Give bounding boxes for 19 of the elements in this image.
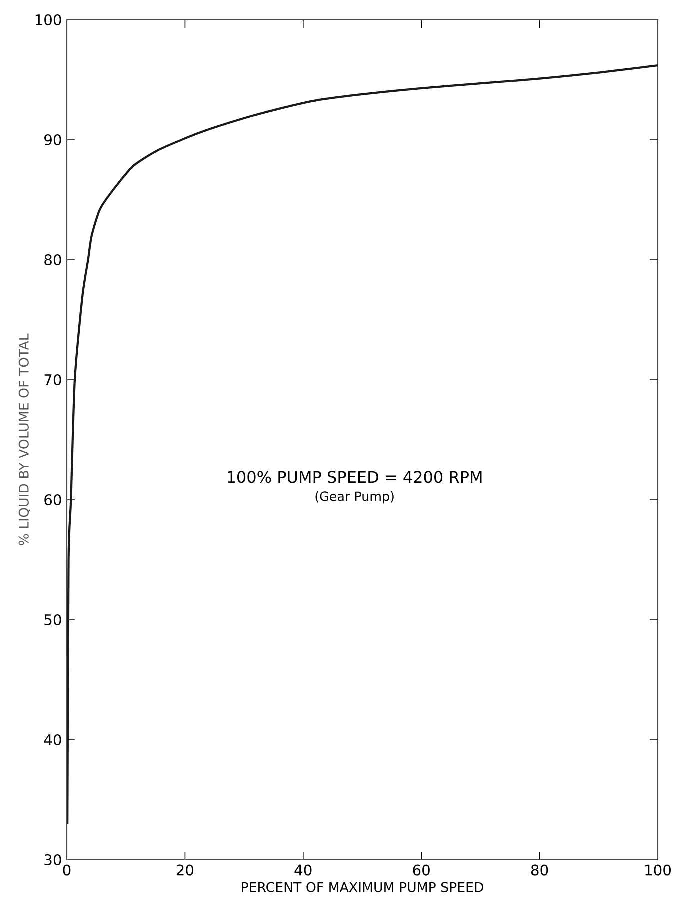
annotation: 100% PUMP SPEED = 4200 RPM <box>228 471 482 484</box>
x-tick-label: 80 <box>531 864 548 876</box>
y-axis-title: % LIQUID BY VOLUME OF TOTAL <box>18 334 30 546</box>
x-tick-label: 40 <box>294 864 312 876</box>
y-tick-label: 50 <box>44 614 62 626</box>
x-tick-label: 0 <box>63 864 71 876</box>
y-tick-label: 30 <box>44 854 62 866</box>
x-axis-title: PERCENT OF MAXIMUM PUMP SPEED <box>242 882 484 892</box>
y-tick-label: 60 <box>44 494 62 506</box>
line-series <box>67 64 658 826</box>
y-tick-label: 90 <box>44 134 62 146</box>
y-tick-label: 80 <box>44 254 62 266</box>
x-tick-label: 20 <box>176 864 194 876</box>
y-tick-label: 100 <box>36 14 62 26</box>
x-tick-label: 100 <box>646 864 671 876</box>
y-tick-label: 40 <box>44 734 62 746</box>
annotation: (Gear Pump) <box>316 491 394 504</box>
x-tick-label: 60 <box>413 864 430 876</box>
y-tick-label: 70 <box>44 374 62 386</box>
